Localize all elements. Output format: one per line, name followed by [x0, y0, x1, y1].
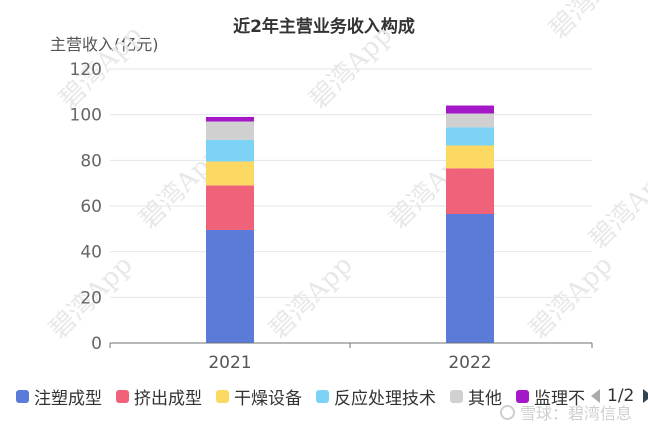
- legend-swatch-1: [116, 389, 129, 403]
- y-tick-label-1: 20: [80, 288, 102, 308]
- bar-2022-series-1[interactable]: [446, 168, 494, 214]
- legend-item-2[interactable]: 干燥设备: [216, 384, 302, 409]
- next-page-icon[interactable]: [643, 389, 648, 403]
- y-tick-label-4: 80: [80, 151, 102, 171]
- prev-page-icon[interactable]: [591, 389, 600, 403]
- bar-2021-series-0[interactable]: [206, 229, 254, 343]
- legend-swatch-5: [516, 389, 529, 403]
- chart-title: 近2年主营业务收入构成: [233, 17, 415, 37]
- bar-2021-series-3[interactable]: [206, 139, 254, 162]
- legend-swatch-0: [16, 389, 29, 403]
- legend-item-4[interactable]: 其他: [450, 384, 502, 409]
- bar-2022-series-2[interactable]: [446, 145, 494, 169]
- legend-label-2: 干燥设备: [234, 388, 302, 409]
- y-axis-label: 主营收入(亿元): [50, 35, 159, 54]
- legend: 注塑成型 挤出成型 干燥设备 反应处理技术 其他 监理不 1/2: [16, 384, 648, 409]
- page-indicator: 1/2: [607, 386, 635, 406]
- watermark-mark-1: 碧湾App: [304, 20, 399, 115]
- legend-label-3: 反应处理技术: [334, 388, 436, 409]
- bar-2021-series-2[interactable]: [206, 161, 254, 186]
- legend-swatch-2: [216, 389, 229, 403]
- y-tick-label-2: 40: [80, 243, 102, 263]
- legend-item-1[interactable]: 挤出成型: [116, 384, 202, 409]
- watermark-mark-2: 碧湾App: [544, 0, 639, 45]
- bars: [206, 105, 494, 343]
- axes: 0 20 40 60 80 100 120 2021 2022: [70, 60, 593, 373]
- legend-item-0[interactable]: 注塑成型: [16, 384, 102, 409]
- bar-2022-series-3[interactable]: [446, 127, 494, 146]
- snowball-logo-icon: [499, 404, 515, 420]
- watermark-text: 雪球：碧湾信息: [519, 404, 632, 423]
- bar-2021-series-4[interactable]: [206, 121, 254, 140]
- bar-2022-series-4[interactable]: [446, 113, 494, 128]
- legend-label-1: 挤出成型: [134, 388, 202, 409]
- bar-2021-series-1[interactable]: [206, 185, 254, 230]
- y-tick-label-5: 100: [70, 106, 102, 126]
- x-tick-label-1: 2022: [448, 353, 491, 373]
- x-tick-label-0: 2021: [208, 353, 251, 373]
- legend-swatch-3: [316, 389, 329, 403]
- y-tick-label-3: 60: [80, 197, 102, 217]
- legend-pager: 1/2: [591, 386, 648, 406]
- grid-lines: [110, 68, 592, 298]
- bar-2022-series-0[interactable]: [446, 213, 494, 343]
- bar-2021-series-5[interactable]: [206, 116, 254, 122]
- legend-item-3[interactable]: 反应处理技术: [316, 384, 436, 409]
- y-tick-label-6: 120: [70, 60, 102, 80]
- legend-label-0: 注塑成型: [34, 388, 102, 409]
- legend-swatch-4: [450, 389, 463, 403]
- y-tick-label-0: 0: [91, 334, 102, 354]
- legend-item-5[interactable]: 监理不: [516, 384, 585, 409]
- bar-2022-series-5[interactable]: [446, 105, 494, 114]
- legend-label-4: 其他: [468, 388, 502, 409]
- legend-label-5: 监理不: [534, 388, 585, 409]
- source-watermark: 雪球：碧湾信息: [499, 400, 632, 424]
- watermark-mark-5: 碧湾App: [584, 160, 648, 255]
